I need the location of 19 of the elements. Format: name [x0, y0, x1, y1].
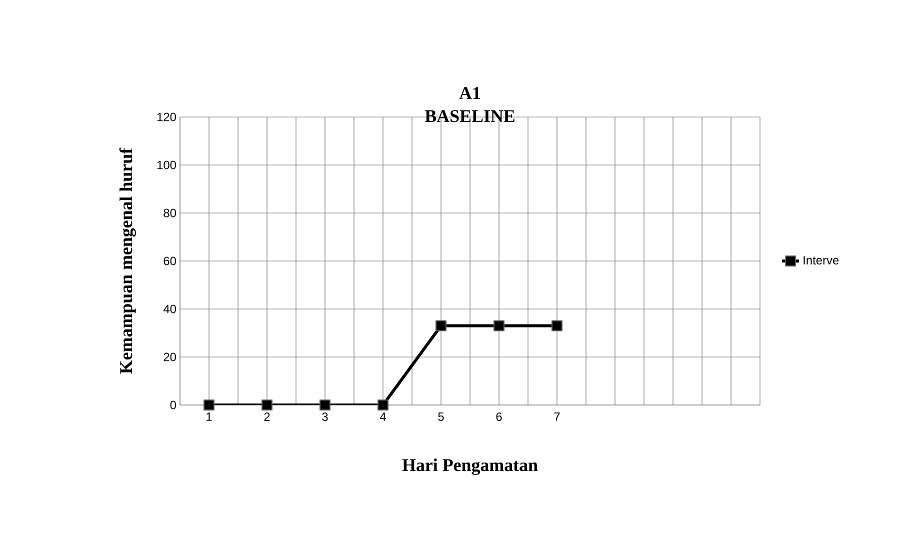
x-tick-label: 3: [322, 412, 328, 421]
y-tick-label: 20: [164, 352, 176, 362]
y-tick-label: 80: [164, 208, 176, 218]
x-tick-label: 7: [554, 412, 560, 421]
legend-label: Interve: [804, 256, 839, 264]
y-tick-label: 100: [157, 160, 176, 170]
x-tick-label: 4: [380, 412, 386, 421]
chart-subtitle: BASELINE: [424, 110, 514, 122]
x-tick-label: 6: [496, 412, 502, 421]
y-tick-label: 120: [157, 112, 176, 122]
y-tick-label: 0: [170, 400, 176, 410]
y-tick-label: 40: [163, 304, 176, 314]
y-tick-label: 60: [164, 256, 176, 266]
x-tick-label: 1: [206, 412, 212, 421]
x-tick-label: 5: [438, 412, 444, 421]
chart-title: A1: [459, 87, 480, 99]
y-axis-title: Kemampuan mengenal huruf: [119, 148, 136, 374]
x-tick-label: 2: [264, 412, 270, 421]
x-axis-title: Hari Pengamatan: [402, 458, 538, 475]
